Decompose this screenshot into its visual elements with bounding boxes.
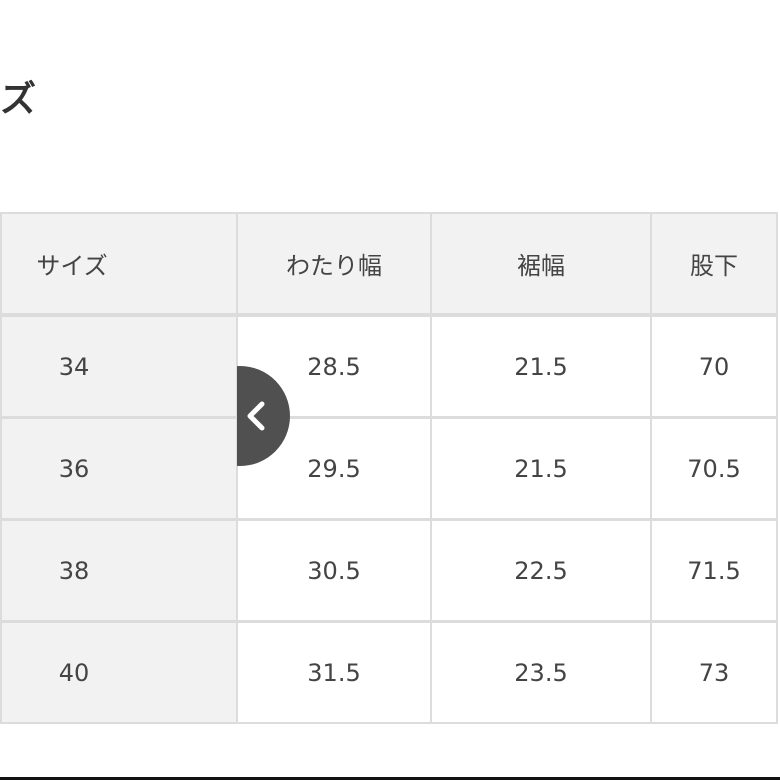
table-cell: 70.5 bbox=[650, 417, 778, 520]
cell-text: 71.5 bbox=[687, 556, 741, 585]
bottom-divider bbox=[0, 777, 780, 780]
size-table: サイズ わたり幅 裾幅 股下 34 28.5 21.5 70 36 29.5 21.5 70.5 38 3… bbox=[0, 212, 778, 724]
column-header: サイズ bbox=[0, 212, 238, 315]
cell-text: 31.5 bbox=[307, 658, 361, 687]
cell-text: 34 bbox=[58, 352, 90, 381]
row-header: 38 bbox=[0, 519, 238, 622]
cell-text: 29.5 bbox=[307, 454, 361, 483]
column-header: 裾幅 bbox=[430, 212, 652, 315]
cell-text: サイズ bbox=[36, 252, 108, 280]
cell-text: 21.5 bbox=[514, 352, 568, 381]
table-cell: 30.5 bbox=[236, 519, 432, 622]
table-cell: 23.5 bbox=[430, 621, 652, 724]
row-header: 40 bbox=[0, 621, 238, 724]
cell-text: 28.5 bbox=[307, 352, 361, 381]
cell-text: 23.5 bbox=[514, 658, 568, 687]
cell-text: 40 bbox=[58, 658, 90, 687]
table-cell: 31.5 bbox=[236, 621, 432, 724]
cell-text: 36 bbox=[58, 454, 90, 483]
column-header: わたり幅 bbox=[236, 212, 432, 315]
table-cell: 21.5 bbox=[430, 315, 652, 418]
row-header: 36 bbox=[0, 417, 238, 520]
table-cell: 70 bbox=[650, 315, 778, 418]
page-title: ズ bbox=[0, 79, 37, 120]
row-header: 34 bbox=[0, 315, 238, 418]
cell-text: 裾幅 bbox=[517, 252, 565, 280]
cell-text: 73 bbox=[698, 658, 730, 687]
chevron-left-icon bbox=[247, 401, 265, 431]
table-cell: 22.5 bbox=[430, 519, 652, 622]
cell-text: 22.5 bbox=[514, 556, 568, 585]
cell-text: 38 bbox=[58, 556, 90, 585]
cell-text: 30.5 bbox=[307, 556, 361, 585]
cell-text: 股下 bbox=[690, 252, 738, 280]
table-cell: 71.5 bbox=[650, 519, 778, 622]
cell-text: 70 bbox=[698, 352, 730, 381]
cell-text: わたり幅 bbox=[286, 252, 382, 280]
table-cell: 73 bbox=[650, 621, 778, 724]
cell-text: 21.5 bbox=[514, 454, 568, 483]
table-cell: 21.5 bbox=[430, 417, 652, 520]
column-header: 股下 bbox=[650, 212, 778, 315]
cell-text: 70.5 bbox=[687, 454, 741, 483]
